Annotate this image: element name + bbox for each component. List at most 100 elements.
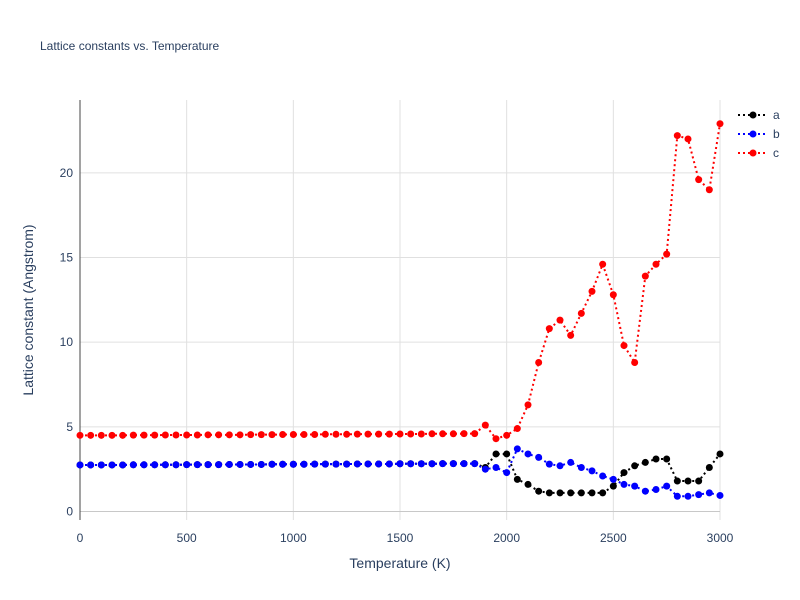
data-point-c [673,132,681,140]
data-point-b [300,460,308,468]
data-point-b [492,464,500,471]
data-point-c [396,430,404,438]
data-point-b [641,487,649,495]
data-point-c [588,287,596,295]
data-point-c [225,431,233,439]
data-point-c [343,430,351,438]
data-point-b [236,460,244,468]
data-point-a [535,487,543,495]
data-point-c [332,430,340,438]
y-tick-label: 0 [66,505,73,519]
x-tick-label: 500 [177,531,197,545]
data-point-b [161,461,169,469]
data-point-c [119,431,127,439]
data-point-c [449,430,457,438]
data-point-b [652,486,660,494]
data-point-a [673,477,681,485]
legend-swatch-marker [749,111,757,119]
data-point-c [289,430,297,438]
data-point-b [151,461,159,469]
data-point-c [609,291,617,299]
data-point-c [236,431,244,439]
data-point-a [663,455,671,463]
data-point-c [279,430,287,438]
data-point-a [716,450,724,458]
data-point-c [428,430,436,438]
data-point-b [524,450,532,458]
data-point-a [503,450,511,458]
data-point-b [193,461,201,469]
data-point-c [161,431,169,439]
y-tick-label: 10 [60,335,74,349]
y-tick-label: 5 [66,420,73,434]
data-point-b [396,460,404,468]
series-group [76,120,724,500]
data-point-c [321,430,329,438]
data-point-b [321,460,329,468]
data-point-b [588,467,596,475]
data-point-b [471,460,479,468]
data-point-b [332,460,340,468]
data-point-c [364,430,372,438]
data-point-b [183,461,191,469]
legend-item-a[interactable]: a [738,108,780,122]
data-point-b [247,460,255,468]
data-point-b [108,461,116,469]
legend[interactable]: abc [738,108,780,160]
data-point-b [417,460,425,468]
chart-title: Lattice constants vs. Temperature [40,39,220,53]
data-point-b [705,489,713,497]
data-point-b [716,491,724,499]
data-point-c [407,430,415,438]
data-point-c [183,431,191,439]
legend-label: c [773,146,779,160]
data-point-a [545,489,553,497]
data-point-c [556,316,564,324]
data-point-c [535,359,543,366]
data-point-b [375,460,383,468]
data-point-c [524,401,532,409]
data-point-c [641,272,649,280]
data-point-a [652,455,660,463]
data-point-b [204,461,212,469]
data-point-a [620,469,628,477]
data-point-a [609,482,617,490]
data-point-b [567,458,575,466]
legend-item-b[interactable]: b [738,127,780,141]
series-c [76,120,724,443]
legend-item-c[interactable]: c [738,146,779,160]
data-point-b [449,460,457,468]
data-point-c [97,431,105,439]
data-point-b [279,460,287,468]
y-tick-label: 20 [60,166,74,180]
legend-swatch-marker [749,130,757,138]
data-point-c [247,431,255,439]
data-point-c [311,430,319,438]
x-axis-label: Temperature (K) [349,555,450,571]
x-tick-label: 0 [77,531,84,545]
data-point-b [385,460,393,468]
data-point-b [609,475,617,483]
data-point-c [620,342,628,350]
data-point-a [577,489,585,497]
data-point-a [641,458,649,466]
data-point-c [268,431,276,439]
data-point-c [193,431,201,439]
grid-lines [79,100,721,520]
data-point-b [407,460,415,468]
data-point-a [599,489,607,497]
data-point-c [385,430,393,438]
data-point-b [460,460,468,468]
data-point-a [513,475,521,483]
data-point-b [428,460,436,468]
data-point-b [439,460,447,468]
data-point-b [481,465,489,473]
data-point-b [257,460,265,468]
data-point-b [599,472,607,480]
data-point-c [567,331,575,339]
data-point-b [119,461,127,469]
data-point-c [577,309,585,317]
data-point-c [300,430,308,438]
data-point-a [588,489,596,497]
